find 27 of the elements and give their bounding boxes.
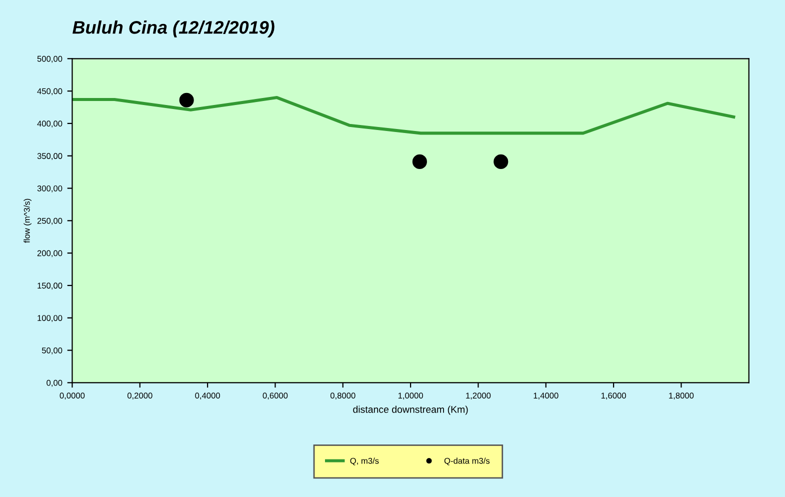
y-tick-label: 100,00 [38, 315, 62, 322]
y-tick-label: 450,00 [37, 88, 62, 96]
legend-label: Q-data m3/s [444, 458, 490, 466]
legend-label: Q, m3/s [350, 458, 379, 466]
y-tick-label: 400,00 [37, 120, 62, 128]
y-tick-label: 350,00 [37, 153, 62, 160]
x-tick-label: 0,6000 [262, 392, 288, 400]
y-tick-label: 250,00 [37, 218, 62, 225]
x-tick-label: 1,8000 [669, 392, 694, 400]
x-tick-label: 1,6000 [601, 392, 626, 400]
x-tick-label: 1,0000 [398, 392, 423, 400]
y-tick-label: 50,00 [42, 347, 62, 354]
x-tick-label: 0,8000 [330, 392, 356, 400]
x-axis-title: distance downstream (Km) [353, 406, 468, 415]
y-tick-label: 150,00 [38, 282, 62, 290]
line-series [72, 96, 736, 135]
y-tick-label: 0,00 [46, 380, 62, 387]
x-tick-label: 1,4000 [534, 392, 558, 400]
y-tick-label: 300,00 [37, 185, 62, 192]
y-axis-title: flow (m^3/s) [24, 198, 32, 243]
x-tick-label: 1,2000 [466, 392, 491, 400]
y-tick-label: 500,00 [37, 56, 62, 63]
x-tick-label: 0,4000 [195, 392, 220, 400]
y-tick-label: 200,00 [37, 250, 62, 258]
x-tick-label: 0,2000 [127, 392, 152, 400]
chart-title: Buluh Cina (12/12/2019) [72, 20, 274, 38]
x-tick-label: 0,0000 [60, 392, 85, 400]
